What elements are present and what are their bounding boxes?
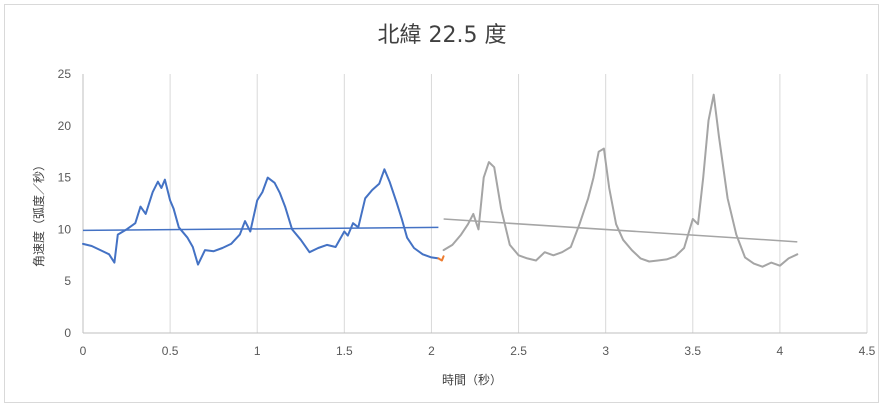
gridlines <box>169 74 868 333</box>
x-axis-title: 時間（秒） <box>442 373 502 387</box>
x-tick-label: 1 <box>254 344 261 358</box>
trendline-layer <box>82 218 798 243</box>
x-tick-label: 4 <box>777 344 784 358</box>
y-tick-label: 10 <box>58 222 72 236</box>
x-tick-label: 2.5 <box>510 344 527 358</box>
x-tick-label: 3 <box>602 344 609 358</box>
series-line-2 <box>437 255 445 262</box>
y-tick-label: 5 <box>64 274 71 288</box>
y-tick-labels: 0 5 10 15 20 25 <box>58 67 72 340</box>
y-axis-title: 角速度（弧度／秒） <box>31 159 46 267</box>
series-line-3 <box>442 93 799 268</box>
x-tick-label: 2 <box>428 344 435 358</box>
trendline-1 <box>82 226 439 232</box>
y-tick-label: 20 <box>58 119 72 133</box>
x-tick-label: 4.5 <box>859 344 876 358</box>
x-tick-labels: 0 0.5 1 1.5 2 2.5 3 3.5 4 4.5 <box>80 344 876 358</box>
series-layer <box>82 93 799 268</box>
trendline-2 <box>443 218 798 243</box>
chart-title: 北緯 22.5 度 <box>378 23 507 48</box>
series-line-1 <box>82 168 440 266</box>
axes <box>82 74 867 334</box>
x-tick-label: 1.5 <box>336 344 353 358</box>
x-tick-label: 0 <box>80 344 87 358</box>
x-tick-label: 0.5 <box>162 344 179 358</box>
x-tick-label: 3.5 <box>684 344 701 358</box>
y-tick-label: 15 <box>58 171 72 185</box>
y-tick-label: 0 <box>64 326 71 340</box>
y-tick-label: 25 <box>58 67 72 81</box>
